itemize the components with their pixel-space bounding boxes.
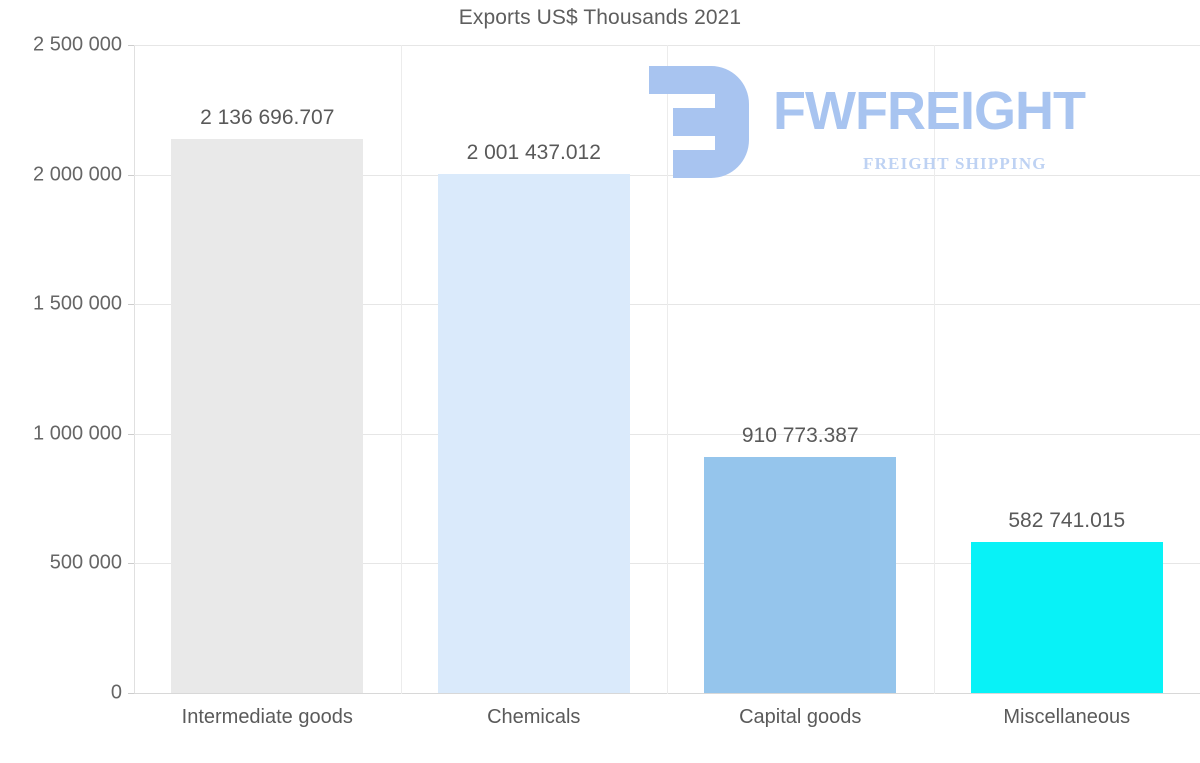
plot-area	[134, 45, 1200, 694]
y-axis-tick-label: 1 500 000	[33, 292, 122, 315]
y-axis-tick-mark	[128, 433, 135, 435]
bar-value-label: 2 001 437.012	[466, 141, 601, 165]
y-axis-tick-mark	[128, 693, 135, 694]
bar-value-label: 2 136 696.707	[200, 106, 335, 130]
x-axis-category-label: Intermediate goods	[181, 706, 353, 728]
y-axis-line	[134, 45, 135, 694]
y-axis-tick-mark	[128, 304, 135, 306]
category-divider	[667, 45, 668, 694]
y-axis-tick-mark	[128, 174, 135, 176]
bar[interactable]	[171, 139, 364, 693]
y-axis-tick-label: 0	[110, 681, 122, 704]
y-axis-tick-label: 2 000 000	[33, 163, 122, 186]
y-axis-tick-label: 2 500 000	[33, 33, 122, 56]
y-axis-tick-mark	[128, 563, 135, 565]
x-axis-category-label: Chemicals	[487, 706, 581, 728]
y-axis-tick-label: 1 000 000	[33, 422, 122, 445]
y-axis-tick-mark	[128, 45, 135, 46]
category-divider	[933, 45, 935, 694]
bar[interactable]	[437, 174, 630, 693]
chart-title: Exports US$ Thousands 2021	[458, 6, 742, 29]
x-axis-category-label: Capital goods	[739, 706, 862, 728]
bar-value-label: 582 741.015	[1008, 508, 1126, 532]
bar[interactable]	[970, 541, 1163, 693]
bar-value-label: 910 773.387	[741, 423, 859, 447]
category-divider	[400, 45, 402, 694]
y-axis-tick-label: 500 000	[49, 551, 122, 574]
bar[interactable]	[704, 456, 897, 693]
x-axis-category-label: Miscellaneous	[1003, 706, 1131, 728]
